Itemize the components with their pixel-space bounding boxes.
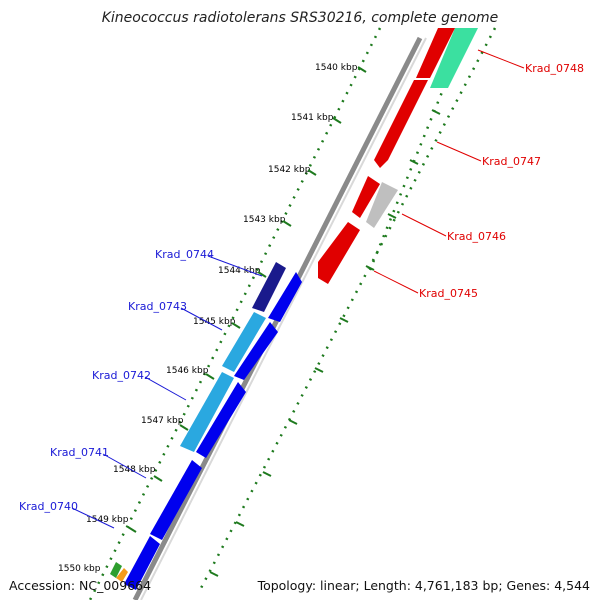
leader-line — [71, 507, 115, 529]
left-gene-labels: Krad_0744 Krad_0743 Krad_0742 Krad_0741 … — [19, 248, 263, 529]
tick-mark — [314, 367, 324, 373]
kbp-tick-label: 1541 kbp — [291, 113, 334, 123]
tick-mark — [235, 521, 245, 527]
leader-line — [373, 270, 419, 294]
kbp-tick-mark — [257, 271, 267, 278]
tick-mark — [209, 571, 219, 577]
leader-line — [436, 141, 482, 162]
tick-mark — [431, 109, 441, 115]
gene-krad-0748-block[interactable] — [430, 28, 478, 88]
tick-mark — [387, 213, 397, 219]
kbp-tick-label: 1544 kbp — [218, 266, 261, 276]
gene-label-krad-0744[interactable]: Krad_0744 — [155, 248, 214, 261]
gene-krad-0742[interactable] — [180, 372, 234, 452]
kbp-tick-label: 1542 kbp — [268, 165, 311, 175]
genome-backbone-highlight — [140, 37, 427, 600]
kbp-tick-label: 1546 kbp — [166, 366, 209, 376]
kbp-tick-label: 1543 kbp — [243, 215, 286, 225]
kbp-tick-mark — [307, 169, 317, 176]
left-tick-track — [88, 27, 382, 600]
gene-krad-0747[interactable] — [374, 80, 428, 168]
tick-mark — [339, 317, 349, 323]
leader-line — [401, 213, 447, 237]
kbp-tick-label: 1545 kbp — [193, 317, 236, 327]
gene-label-krad-0740[interactable]: Krad_0740 — [19, 500, 78, 513]
kbp-ticks: 1540 kbp 1541 kbp 1542 kbp 1543 kbp 1544… — [58, 63, 367, 574]
right-inner-track — [368, 59, 457, 271]
gene-krad-0745-upper[interactable] — [352, 176, 380, 218]
topology-label: Topology: linear; Length: 4,761,183 bp; … — [257, 578, 590, 593]
gene-label-krad-0747[interactable]: Krad_0747 — [482, 155, 541, 168]
kbp-tick-mark — [357, 66, 367, 73]
kbp-tick-label: 1540 kbp — [315, 63, 358, 73]
leader-line — [102, 453, 147, 479]
right-gene-labels: Krad_0748 Krad_0747 Krad_0746 Krad_0745 — [373, 49, 584, 300]
kbp-tick-label: 1550 kbp — [58, 564, 101, 574]
kbp-tick-mark — [205, 373, 215, 380]
gene-krad-0742-arrow[interactable] — [196, 382, 246, 458]
gene-krad-0744-arrow[interactable] — [268, 272, 302, 322]
gene-krad-0746[interactable] — [366, 182, 398, 228]
right-tick-marks — [209, 109, 441, 577]
gene-krad-0741[interactable] — [150, 460, 202, 540]
tick-mark — [365, 265, 375, 271]
tick-mark — [288, 419, 298, 425]
kbp-tick-mark — [153, 475, 163, 482]
map-title: Kineococcus radiotolerans SRS30216, comp… — [102, 10, 499, 26]
kbp-tick-mark — [282, 220, 292, 227]
kbp-tick-mark — [179, 424, 189, 431]
gene-label-krad-0748[interactable]: Krad_0748 — [525, 62, 584, 75]
accession-label: Accession: NC_009664 — [9, 578, 152, 593]
kbp-tick-label: 1549 kbp — [86, 515, 129, 525]
gene-label-krad-0743[interactable]: Krad_0743 — [128, 300, 187, 313]
gene-small-orange[interactable] — [116, 568, 128, 582]
gene-label-krad-0741[interactable]: Krad_0741 — [50, 446, 109, 459]
gene-label-krad-0742[interactable]: Krad_0742 — [92, 369, 151, 382]
kbp-tick-mark — [231, 322, 241, 329]
gene-small-green[interactable] — [110, 562, 122, 578]
right-tick-track — [198, 27, 497, 591]
leader-line — [477, 49, 525, 69]
kbp-tick-mark — [332, 117, 342, 124]
kbp-tick-mark — [127, 526, 137, 533]
gene-label-krad-0745[interactable]: Krad_0745 — [419, 287, 478, 300]
tick-mark — [262, 471, 272, 477]
gene-krad-0745[interactable] — [318, 222, 360, 284]
gene-krad-0740[interactable] — [124, 536, 160, 590]
gene-krad-0743[interactable] — [222, 312, 266, 372]
kbp-tick-label: 1547 kbp — [141, 416, 184, 426]
gene-label-krad-0746[interactable]: Krad_0746 — [447, 230, 506, 243]
leader-line — [144, 376, 187, 401]
leader-line — [180, 307, 223, 331]
leader-line — [207, 255, 263, 277]
gene-krad-0748-top[interactable] — [416, 28, 455, 78]
kbp-tick-label: 1548 kbp — [113, 465, 156, 475]
gene-krad-0743-arrow[interactable] — [234, 322, 278, 380]
tick-mark — [409, 159, 419, 165]
gene-krad-0744[interactable] — [252, 262, 286, 312]
